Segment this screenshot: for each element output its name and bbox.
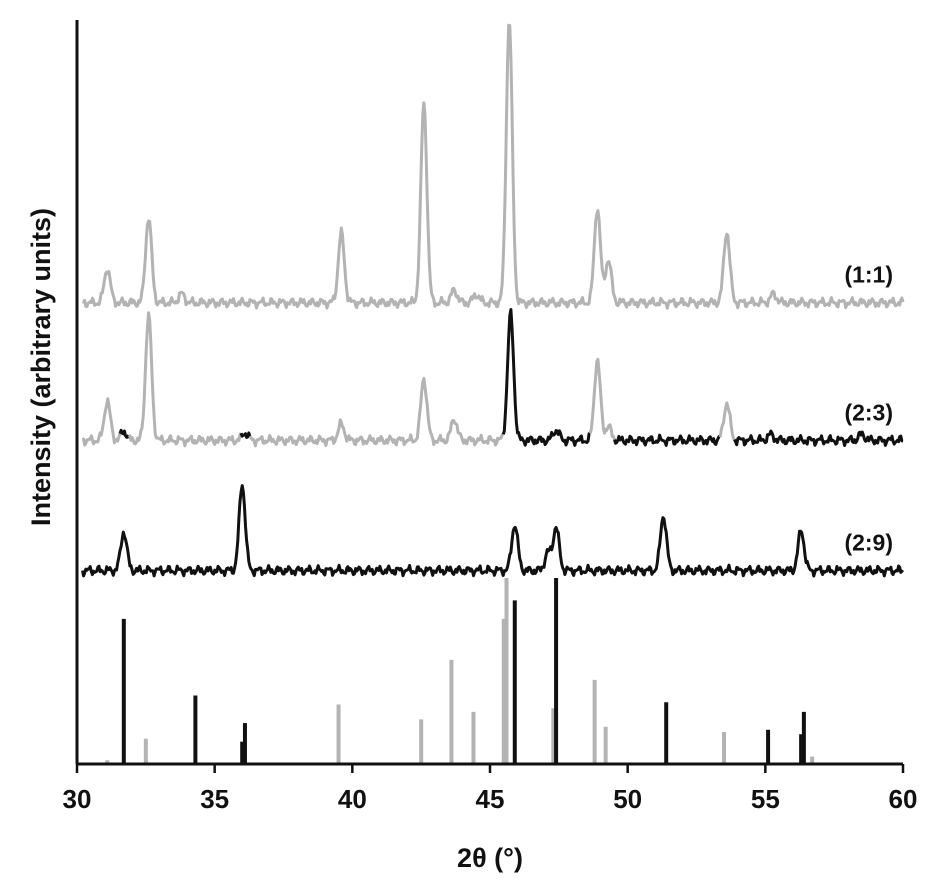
x-tick-label-2: 40 (338, 784, 367, 814)
x-tick-label-5: 55 (751, 784, 780, 814)
x-tick-label-1: 35 (200, 784, 229, 814)
pattern-trace-1-segment-6 (588, 357, 616, 441)
x-ticks-layer: 30 35 40 45 50 55 60 (63, 764, 918, 814)
pattern-label-2: (2:9) (844, 530, 893, 556)
pattern-trace-1-segment-7 (613, 433, 721, 447)
pattern-trace-1-segment-8 (718, 401, 736, 441)
reference-lines-layer (105, 578, 815, 764)
x-axis-title: 2θ (°) (457, 843, 523, 873)
pattern-trace-1-segment-1 (118, 428, 131, 439)
pattern-trace-1-segment-9 (733, 429, 904, 447)
pattern-trace-0-segment-0 (81, 23, 905, 310)
y-axis-title: Intensity (arbitrary units) (26, 208, 56, 526)
x-tick-label-3: 45 (476, 784, 505, 814)
pattern-trace-1-segment-3 (239, 431, 252, 439)
pattern-label-0: (1:1) (844, 262, 893, 288)
pattern-trace-1-segment-5 (501, 308, 591, 447)
pattern-label-1: (2:3) (844, 399, 893, 425)
pattern-traces-layer (81, 23, 905, 578)
pattern-trace-2-segment-0 (81, 484, 905, 578)
x-tick-label-6: 60 (889, 784, 918, 814)
pattern-trace-1-segment-0 (81, 397, 122, 447)
x-tick-label-0: 30 (63, 784, 92, 814)
pattern-trace-1-segment-2 (127, 311, 243, 448)
sample-labels-layer: (1:1) (2:3) (2:9) (844, 262, 893, 556)
pattern-trace-1-segment-4 (248, 377, 504, 448)
x-tick-label-4: 50 (613, 784, 642, 814)
